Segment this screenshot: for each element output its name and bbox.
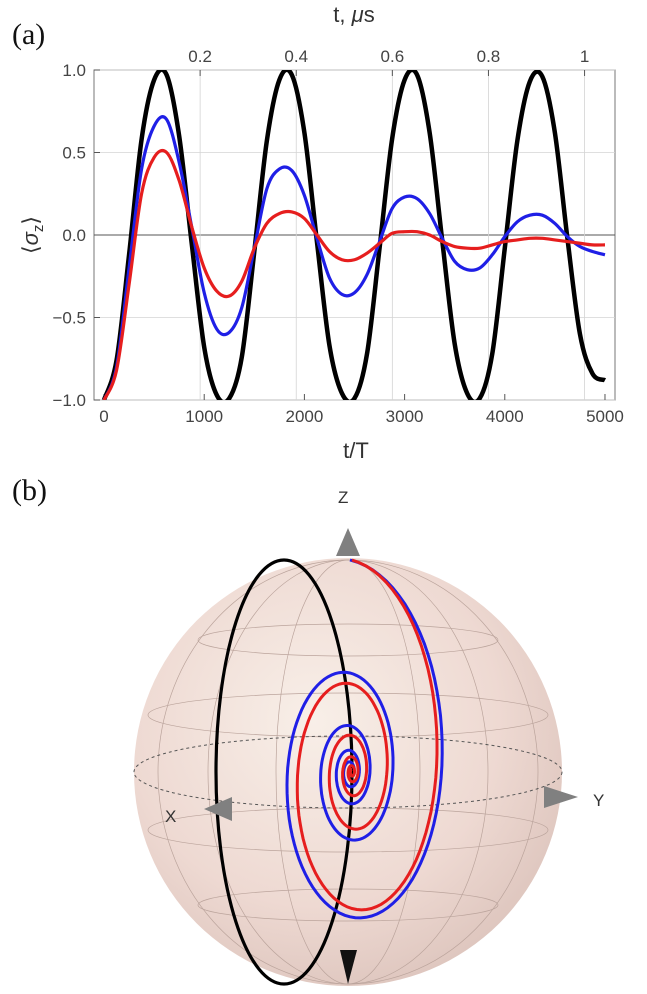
- x2-tick-label: 0.4: [284, 47, 308, 66]
- y-axis-label-open: ⟨: [18, 245, 43, 254]
- grid-a: [94, 69, 615, 401]
- series-a: [101, 70, 607, 400]
- panel-b-label: (b): [12, 474, 47, 507]
- y-tick-label: 0.0: [62, 226, 86, 245]
- x2-tick-label: 0.6: [381, 47, 405, 66]
- x-tick-label: 0: [99, 407, 108, 426]
- x-tick-label: 4000: [486, 407, 524, 426]
- x2-axis-label: t, μs: [333, 2, 374, 27]
- y-axis-label-sigma: σ: [18, 231, 43, 245]
- z-axis-letter: Z: [338, 488, 348, 507]
- bloch-trajectories: [214, 558, 444, 986]
- y-axis-label-close: ⟩: [18, 216, 43, 225]
- y-arrow-icon: [544, 786, 578, 808]
- y-tick-label: −1.0: [52, 391, 86, 410]
- y-tick-label: 0.5: [62, 144, 86, 163]
- plot-a: −1.0 −0.5 0.0 0.5 1.0 0 1000 2000 3000 4000 5000 0.…: [18, 2, 624, 463]
- trajectory-black: [214, 558, 354, 986]
- z-arrow-icon: [336, 528, 360, 556]
- y-axis-letter: Y: [593, 791, 604, 810]
- x-tick-label: 5000: [586, 407, 624, 426]
- y-axis-label: ⟨σz⟩: [18, 216, 47, 254]
- x2-tick-label: 0.8: [477, 47, 501, 66]
- x2-tick-label: 0.2: [188, 47, 212, 66]
- trajectory-red: [295, 558, 439, 912]
- x-tick-label: 1000: [185, 407, 223, 426]
- x2-tick-label: 1: [580, 47, 589, 66]
- y-tick-label: 1.0: [62, 61, 86, 80]
- series-line-2: [102, 148, 605, 400]
- x-tick-label: 3000: [386, 407, 424, 426]
- x2-axis-label-mu: μ: [351, 2, 364, 27]
- south-arrow-icon: [340, 950, 357, 984]
- x2-axis-label-unit: s: [364, 2, 375, 27]
- panel-a-label: (a): [12, 18, 45, 51]
- trajectory-blue: [285, 558, 444, 920]
- x-axis-label: t/T: [343, 438, 369, 463]
- bloch-sphere: Z X Y: [133, 488, 604, 986]
- x2-axis-label-prefix: t,: [333, 2, 351, 27]
- y-axis-label-sub: z: [30, 225, 47, 233]
- y-tick-label: −0.5: [52, 309, 86, 328]
- x-axis-letter: X: [165, 807, 176, 826]
- ticks-a: −1.0 −0.5 0.0 0.5 1.0 0 1000 2000 3000 4000 5000 0.…: [52, 47, 623, 426]
- series-line-1: [102, 115, 606, 400]
- x-tick-label: 2000: [285, 407, 323, 426]
- x-arrow-icon: [204, 797, 232, 821]
